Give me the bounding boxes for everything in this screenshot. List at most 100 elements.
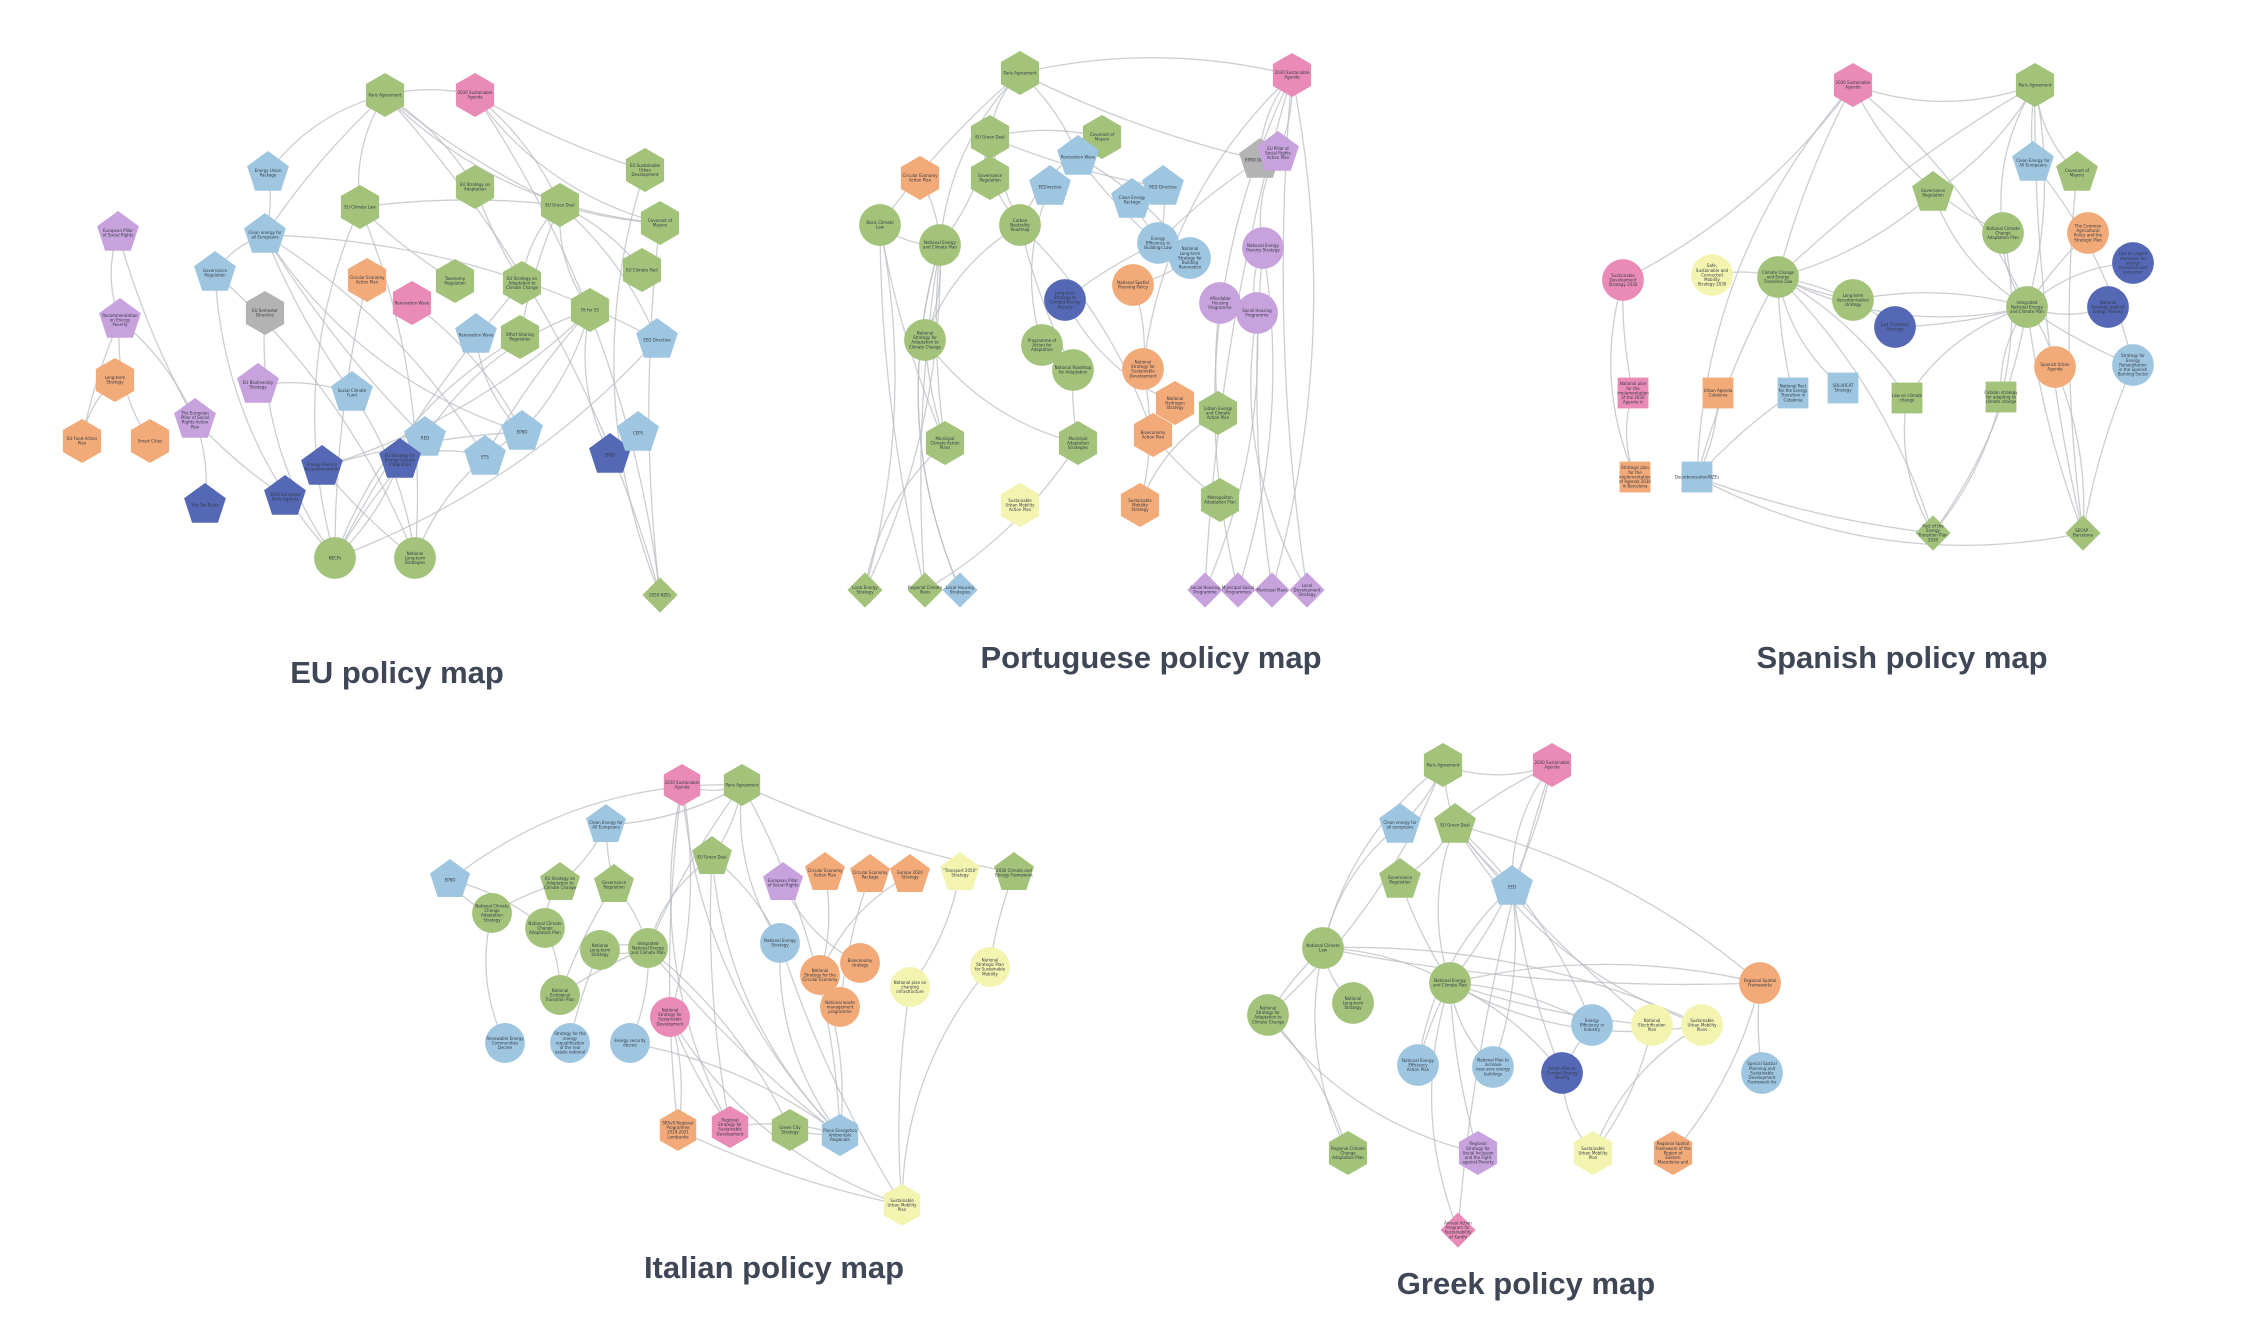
policy-node-the-common-agricultural-policy-and-the-strategic[interactable]: The Common Agricultural Policy and the Stra… [2067,212,2109,254]
policy-node-eu-pillar-of-social-rights-action-plan[interactable]: EU Pillar of Social Rights Action Plan [1257,131,1299,171]
policy-node-spanish-urban-agenda[interactable]: Spanish Urban Agenda [2034,346,2076,388]
policy-node-special-spatial-planning-and-sustainable-develop[interactable]: Special Spatial Planning and Sustainable De… [1741,1052,1783,1094]
policy-node-fair-tax-rules[interactable]: Fair Tax Rules [184,483,226,523]
policy-node-national-energy-and-climate-plan[interactable]: National Energy and Climate Plan [919,224,961,266]
policy-node-eu-food-action-plan[interactable]: EU Food Action Plan [62,419,102,463]
policy-node-sustainable-urban-mobility-plan[interactable]: Sustainable Urban Mobility Plan [883,1184,921,1226]
policy-node-safe-sustainable-and-connected-mobility-strategy[interactable]: Safe, Sustainable and Connected Mobility Str… [1691,254,1733,296]
policy-node-sustainable-mobility-strategy[interactable]: Sustainable Mobility Strategy [1120,483,1160,527]
policy-node-european-pillar-of-social-rights[interactable]: European Pillar of Social Rights [763,862,803,900]
policy-node-transport-2050-strategy[interactable]: "Transport 2050" Strategy [940,852,980,890]
policy-node-europe-2020-strategy[interactable]: Europe 2020 Strategy [890,854,930,892]
policy-node-national-strategy-against-energy-poverty[interactable]: National Strategy against Energy Poverty [2087,286,2129,328]
policy-node-climate-change-and-energy-transition-law[interactable]: Climate Change and Energy Transition Law [1757,256,1799,298]
policy-node-paris-agreement[interactable]: Paris Agreement [1423,743,1463,787]
policy-node-affordable-housing-programme[interactable]: Affordable Housing Programme [1199,282,1241,324]
policy-node-municipal-plans[interactable]: Municipal Plans [1254,572,1290,608]
policy-node-national-pact-for-the-energy-transition-in-catal[interactable]: National Pact for the Energy Transition in… [1777,377,1809,409]
policy-node-social-housing-programme[interactable]: Social Housing Programme [1187,572,1223,608]
policy-node-clean-energy-for-all-europeans[interactable]: Clean Energy for All Europeans [2012,141,2054,181]
policy-node-circular-economy-action-plan[interactable]: Circular Economy Action Plan [900,156,940,200]
policy-node-epbd[interactable]: EPBD [501,410,543,450]
policy-node-eu-climate-law[interactable]: EU Climate Law [340,185,380,229]
policy-node-epbd[interactable]: EPBD [430,859,470,897]
policy-node-necps[interactable]: NECPs [314,537,356,579]
policy-node-just-transition-strategy[interactable]: Just Transition Strategy [1874,306,1916,348]
policy-node-energy-efficiency-in-industry[interactable]: Energy Efficiency in Industry [1571,1004,1613,1046]
policy-node-national-hydrogen-strategy[interactable]: National Hydrogen Strategy [1155,381,1195,425]
policy-node-eu-biodiversity-strategy[interactable]: EU Biodiversity Strategy [237,363,279,403]
policy-node-eu-strategy-on-adaptation-to-climate-change[interactable]: EU Strategy on Adaptation to Climate Chang… [540,862,580,900]
policy-node-clean-energy-for-all-europeans[interactable]: Clean energy for all europeans [1379,803,1421,843]
policy-node-eu-sustainable-urban-development[interactable]: EU Sustainable Urban Development [625,148,665,192]
policy-node-national-strategy-for-the-circular-economy[interactable]: National Strategy for the Circular Economy [800,955,840,995]
policy-node-piano-energetico-ambientale-regionale[interactable]: Piano Energetico Ambientale Regionale [821,1114,859,1156]
policy-node-basic-climate-law[interactable]: Basic Climate Law [859,204,901,246]
policy-node-energy-poverty-recommendation[interactable]: Energy Poverty Recommendation [301,445,343,485]
policy-node-national-long-term-strategy-for-building-renovat[interactable]: National Long-term Strategy for Building Ren… [1169,237,1211,279]
policy-node-national-strategy-for-sustainable-development[interactable]: National Strategy for Sustainable Developme… [1122,348,1164,390]
policy-node-national-climate-change-adaptation-plan[interactable]: National Climate Change Adaptation Plan [1982,212,2024,254]
policy-node-national-long-term-strategy[interactable]: National Long-term Strategy [580,930,620,970]
policy-node-national-plan-on-charging-infrastructure[interactable]: National plan on charging infrastructure [890,967,930,1007]
policy-node-2030-sustainable-agenda[interactable]: 2030 Sustainable Agenda [1532,743,1572,787]
policy-node-eu-semester-directive[interactable]: EU Semester Directive [245,291,285,335]
policy-node-covenant-of-mayors[interactable]: Covenant of Mayors [2056,151,2098,191]
policy-node-national-energy-efficiency-action-plan[interactable]: National Energy Efficiency Action Plan [1397,1044,1439,1086]
policy-node-national-energy-poverty-strategy[interactable]: National Energy Poverty Strategy [1242,227,1284,269]
policy-node-action-plan-to-combat-energy-poverty[interactable]: Action Plan to Combat Energy Poverty [1541,1052,1583,1094]
policy-node-national-strategy-for-adaptation-to-climate-chan[interactable]: National Strategy for Adaptation to Climate… [904,319,946,361]
policy-node-the-european-pillar-of-social-rights-action-plan[interactable]: The European Pillar of Social Rights Actio… [174,398,216,438]
policy-node-national-long-term-strategy[interactable]: National Long-term Strategy [1332,982,1374,1024]
policy-node-eu-strategy-on-adaptation-to-climate-change[interactable]: EU Strategy on Adaptation to Climate Chang… [502,261,542,305]
policy-node-ceps[interactable]: CEPS [617,411,659,451]
policy-node-local-energy-strategy[interactable]: Local Energy Strategy [847,572,883,608]
policy-node-lisbon-energy-and-climate-action-plan[interactable]: Lisbon Energy and Climate Action Plan [1198,391,1238,435]
policy-node-solarcat-strategy[interactable]: SOLARCAT Strategy [1827,372,1859,404]
policy-node-eu-green-deal[interactable]: EU Green Deal [1434,803,1476,843]
policy-node-regional-climate-plans[interactable]: Regional Climate Plans [907,572,943,608]
policy-node-eedirective[interactable]: EEDirective [1029,165,1071,205]
policy-node-long-term-strategy[interactable]: Long-term Strategy [95,358,135,402]
policy-node-national-climate-change-adaptation-plan[interactable]: National Climate Change Adaptation Plan [525,908,565,948]
policy-node-epbd[interactable]: EPBD [589,433,631,473]
policy-node-long-term-decarbonisation-strategy[interactable]: Long-term decarbonisation strategy [1832,279,1874,321]
policy-node-national-strategy-for-adaptation-to-climate-chan[interactable]: National Strategy for Adaptation to Climate… [1247,994,1289,1036]
policy-node-2030-sustainable-agenda[interactable]: 2030 Sustainable Agenda [663,764,701,806]
policy-node-srsvs-regional-programme-2019-2021-lombardia[interactable]: SRSvS Regional Programme 2019-2021 Lombardi… [659,1109,697,1151]
policy-node-national-strategic-plan-for-sustainable-mobility[interactable]: National Strategic Plan for Sustainable Mob… [970,947,1010,987]
policy-node-sustainable-urban-mobility-plans[interactable]: Sustainable Urban Mobility Plans [1681,1004,1723,1046]
policy-node-national-long-term-strategies[interactable]: National Long-term Strategies [394,537,436,579]
policy-node-renovation-wave[interactable]: Renovation Wave [1057,135,1099,175]
policy-node-clean-energy-for-all-europeans[interactable]: Clean energy for all Europeans [244,213,286,253]
policy-node-integrated-national-energy-and-climate-plan[interactable]: Integrated National Energy and Climate Pla… [628,928,668,968]
policy-node-fit-for-55[interactable]: Fit for 55 [570,288,610,332]
policy-node-renovation-wave[interactable]: Renovation Wave [455,313,497,353]
policy-node-eed-directive[interactable]: EED Directive [636,318,678,358]
policy-node-national-climate-change-adaptation-strategy[interactable]: National Climate Change Adaptation Strategy [472,893,512,933]
policy-node-long-term-strategy-to-combat-energy-poverty[interactable]: Long-term Strategy to Combat Energy Poverty [1044,279,1086,321]
policy-node-green-city-strategy[interactable]: Green City Strategy [771,1109,809,1151]
policy-node-red-directive[interactable]: RED Directive [1142,165,1184,205]
policy-node-energy-security-decree[interactable]: Energy security decree [610,1023,650,1063]
policy-node-eu-strategy-for-energy-system-integration[interactable]: EU Strategy for Energy System Integration [379,438,421,478]
policy-node-metropolitan-adaptation-plan[interactable]: Metropolitan Adaptation Plan [1200,478,1240,522]
policy-node-sustainable-development-strategy-2030[interactable]: Sustainable Development Strategy 2030 [1602,259,1644,301]
policy-node-smart-cities[interactable]: Smart Cities [130,419,170,463]
policy-node-eu-strategy-on-adaptation[interactable]: EU Strategy on Adaptation [455,165,495,209]
policy-node-secap-barcelona[interactable]: SECAP -Barcelona [2065,515,2101,551]
policy-node-strategy-for-energy-rehabilitation-in-the-spanis[interactable]: Strategy for Energy Rehabilitation in the S… [2112,344,2154,386]
policy-node-covenant-of-mayors[interactable]: Covenant of Mayors [640,201,680,245]
policy-node-social-housing-programme[interactable]: Social Housing Programme [1236,292,1278,334]
policy-node-recommendation-on-energy-poverty[interactable]: Recommendation on Energy Poverty [99,298,141,338]
policy-node-energy-efficiency-in-buildings-law[interactable]: Energy Efficiency in Buildings Law [1137,222,1179,264]
policy-node-paris-agreement[interactable]: Paris Agreement [365,73,405,117]
policy-node-urban-agenda-catalonia[interactable]: Urban Agenda Catalonia [1702,377,1734,409]
policy-node-paris-agreement[interactable]: Paris Agreement [1000,51,1040,95]
policy-node-national-strategy-for-sustainable-development[interactable]: National Strategy for Sustainable Developme… [650,997,690,1037]
policy-node-governance-regulation[interactable]: Governance Regulation [1379,858,1421,898]
policy-node-clean-energy-package[interactable]: Clean Energy Package [1111,178,1153,218]
policy-node-eu-green-deal[interactable]: EU Green Deal [970,115,1010,159]
policy-node-governance-regulation[interactable]: Governance Regulation [194,251,236,291]
policy-node-municipal-climate-action-plans[interactable]: Municipal Climate Action Plans [925,421,965,465]
